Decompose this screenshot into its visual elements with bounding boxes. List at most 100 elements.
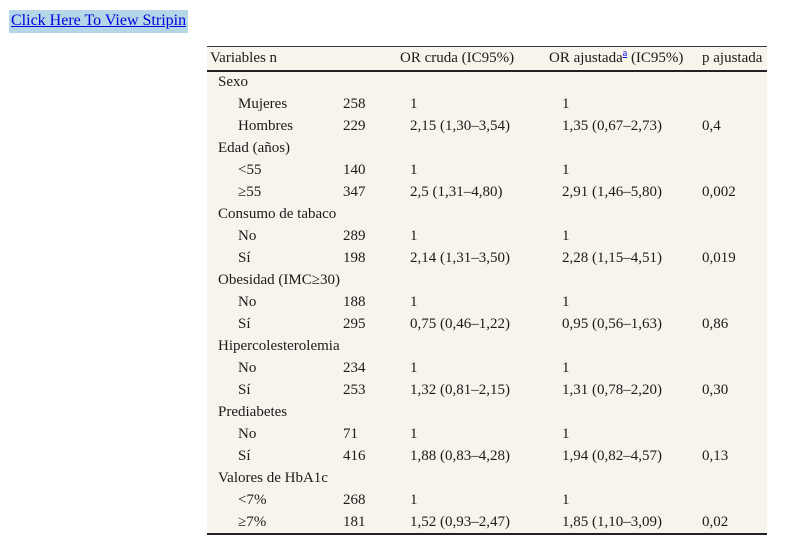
col-header-variables-n: Variables n [207, 47, 410, 72]
data-row: No 188 1 1 [207, 291, 767, 313]
or-cruda-cell: 0,75 (0,46–1,22) [410, 315, 510, 332]
data-row: ≥55 347 2,5 (1,31–4,80) 2,91 (1,46–5,80) 0,0… [207, 181, 767, 203]
results-table-container: Variables n OR cruda (IC95%) OR ajustada… [207, 46, 767, 535]
variable-cell: No [238, 359, 257, 376]
group-label: Prediabetes [218, 403, 288, 420]
variable-cell: No [238, 227, 257, 244]
or-cruda-cell: 1 [410, 425, 418, 442]
data-row: Sí 295 0,75 (0,46–1,22) 0,95 (0,56–1,63) 0,8… [207, 313, 767, 335]
col-header-p-ajustada-label: p ajustada [702, 50, 763, 66]
n-cell: 268 [343, 491, 366, 508]
or-ajustada-cell: 1,94 (0,82–4,57) [562, 447, 662, 464]
group-header-row: Obesidad (IMC≥30) [207, 269, 767, 291]
or-ajustada-cell: 1 [562, 425, 570, 442]
col-header-or-cruda-label: OR cruda (IC95%) [400, 50, 515, 66]
or-cruda-cell: 2,5 (1,31–4,80) [410, 183, 503, 200]
variable-cell: Sí [238, 249, 251, 266]
or-cruda-cell: 1 [410, 293, 418, 310]
group-header-row: Valores de HbA1c [207, 467, 767, 489]
data-row: No 234 1 1 [207, 357, 767, 379]
p-ajustada-cell [702, 291, 767, 313]
data-row: Mujeres 258 1 1 [207, 93, 767, 115]
data-row: No 289 1 1 [207, 225, 767, 247]
col-header-or-ajustada: OR ajustadaa (IC95%) [549, 47, 702, 72]
group-header-row: Edad (años) [207, 137, 767, 159]
or-cruda-cell: 1,32 (0,81–2,15) [410, 381, 510, 398]
group-label: Hipercolesterolemia [218, 337, 340, 354]
n-cell: 198 [343, 249, 366, 266]
variable-cell: No [238, 425, 257, 442]
p-ajustada-cell: 0,30 [702, 381, 729, 398]
or-ajustada-cell: 1,31 (0,78–2,20) [562, 381, 662, 398]
or-cruda-cell: 2,14 (1,31–3,50) [410, 249, 510, 266]
data-row: No 71 1 1 [207, 423, 767, 445]
or-cruda-cell: 1 [410, 491, 418, 508]
p-ajustada-cell: 0,13 [702, 447, 729, 464]
group-label: Edad (años) [218, 139, 291, 156]
n-cell: 289 [343, 227, 366, 244]
variable-cell: ≥7% [238, 513, 267, 530]
or-cruda-cell: 2,15 (1,30–3,54) [410, 117, 510, 134]
col-header-or-ajustada-ic-label: (IC95%) [627, 50, 684, 66]
n-cell: 295 [343, 315, 366, 332]
n-cell: 140 [343, 161, 366, 178]
p-ajustada-cell [702, 423, 767, 445]
results-table: Variables n OR cruda (IC95%) OR ajustada… [207, 47, 767, 533]
p-ajustada-cell [702, 93, 767, 115]
n-cell: 181 [343, 513, 366, 530]
col-header-or-ajustada-label: OR ajustada [549, 50, 623, 66]
p-ajustada-cell: 0,02 [702, 513, 729, 530]
or-ajustada-cell: 2,91 (1,46–5,80) [562, 183, 662, 200]
group-label: Consumo de tabaco [218, 205, 337, 222]
n-cell: 71 [343, 425, 358, 442]
data-row: Sí 253 1,32 (0,81–2,15) 1,31 (0,78–2,20) 0,3… [207, 379, 767, 401]
p-ajustada-cell [702, 159, 767, 181]
data-row: ≥7% 181 1,52 (0,93–2,47) 1,85 (1,10–3,09) 0,… [207, 511, 767, 533]
variable-cell: <7% [238, 491, 267, 508]
p-ajustada-cell: 0,4 [702, 117, 721, 134]
group-header-row: Consumo de tabaco [207, 203, 767, 225]
variable-cell: Hombres [238, 117, 293, 134]
n-cell: 258 [343, 95, 366, 112]
n-cell: 347 [343, 183, 366, 200]
or-cruda-cell: 1,52 (0,93–2,47) [410, 513, 510, 530]
header-row: Variables n OR cruda (IC95%) OR ajustada… [207, 47, 767, 72]
or-ajustada-cell: 2,28 (1,15–4,51) [562, 249, 662, 266]
or-cruda-cell: 1 [410, 227, 418, 244]
n-cell: 234 [343, 359, 366, 376]
n-cell: 229 [343, 117, 366, 134]
view-striping-link[interactable]: Click Here To View Stripin [9, 10, 189, 33]
n-cell: 188 [343, 293, 366, 310]
or-ajustada-cell: 1 [562, 293, 570, 310]
variable-cell: ≥55 [238, 183, 262, 200]
group-label: Obesidad (IMC≥30) [218, 271, 340, 288]
col-header-or-cruda: OR cruda (IC95%) [400, 47, 562, 72]
footnote-a-link[interactable]: a [622, 48, 628, 59]
or-ajustada-cell: 1,85 (1,10–3,09) [562, 513, 662, 530]
or-ajustada-cell: 1 [562, 491, 570, 508]
or-cruda-cell: 1 [410, 359, 418, 376]
p-ajustada-cell: 0,86 [702, 315, 729, 332]
or-ajustada-cell: 1 [562, 227, 570, 244]
data-row: Hombres 229 2,15 (1,30–3,54) 1,35 (0,67–2,7… [207, 115, 767, 137]
group-label: Valores de HbA1c [218, 469, 328, 486]
or-cruda-cell: 1 [410, 161, 418, 178]
p-ajustada-cell: 0,019 [702, 249, 736, 266]
variable-cell: <55 [238, 161, 262, 178]
data-row: <55 140 1 1 [207, 159, 767, 181]
variable-cell: Mujeres [238, 95, 288, 112]
p-ajustada-cell [702, 225, 767, 247]
or-ajustada-cell: 1 [562, 95, 570, 112]
variable-cell: Sí [238, 381, 251, 398]
group-header-row: Hipercolesterolemia [207, 335, 767, 357]
or-cruda-cell: 1,88 (0,83–4,28) [410, 447, 510, 464]
col-header-variables-n-label: Variables n [210, 50, 278, 66]
variable-cell: Sí [238, 315, 251, 332]
data-row: Sí 416 1,88 (0,83–4,28) 1,94 (0,82–4,57) 0,1… [207, 445, 767, 467]
or-ajustada-cell: 1 [562, 161, 570, 178]
or-cruda-cell: 1 [410, 95, 418, 112]
group-header-row: Sexo [207, 71, 767, 93]
group-label: Sexo [218, 74, 248, 90]
data-row: Sí 198 2,14 (1,31–3,50) 2,28 (1,15–4,51) 0,0… [207, 247, 767, 269]
p-ajustada-cell: 0,002 [702, 183, 736, 200]
